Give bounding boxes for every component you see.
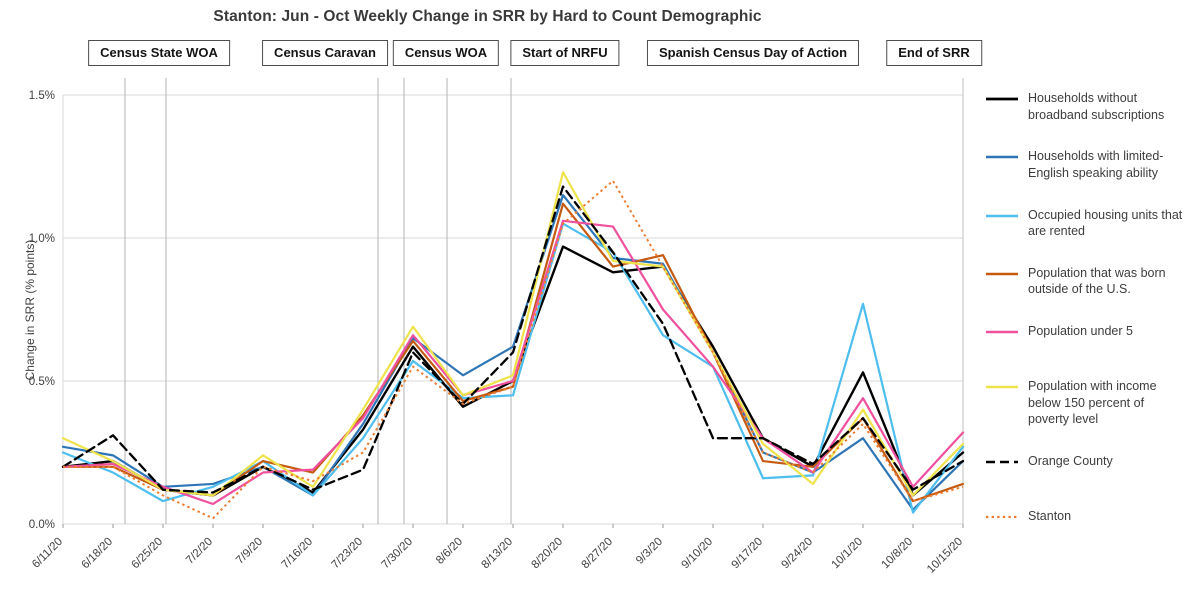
event-box: Census Caravan (262, 40, 388, 66)
x-tick-label: 9/24/20 (780, 536, 816, 572)
series-line (63, 179, 964, 520)
x-tick-label: 8/6/20 (434, 536, 465, 567)
x-tick-label: 7/30/20 (380, 536, 416, 572)
x-tick-label: 10/15/20 (925, 536, 965, 576)
legend-label: Households with limited-English speaking… (1028, 149, 1164, 180)
legend-item: Households without broadband subscriptio… (985, 90, 1193, 123)
legend-line-sample (986, 460, 1018, 464)
legend-line-sample (986, 97, 1018, 101)
legend-line-sample (986, 385, 1018, 389)
legend-line-sample (986, 156, 1018, 159)
series-line (61, 222, 965, 514)
legend-label: Stanton (1028, 508, 1072, 523)
chart-title: Stanton: Jun - Oct Weekly Change in SRR … (213, 8, 762, 25)
x-tick-label: 9/3/20 (634, 536, 665, 567)
x-tick-label: 8/27/20 (580, 536, 616, 572)
legend-label: Population under 5 (1028, 324, 1133, 338)
x-tick-label: 6/18/20 (80, 536, 116, 572)
legend-line-sample (986, 515, 1018, 519)
x-tick-label: 7/9/20 (234, 536, 265, 567)
legend-label: Population that was born outside of the … (1028, 265, 1166, 297)
legend-line-sample (986, 272, 1018, 275)
legend-item: Occupied housing units that are rented (985, 207, 1193, 240)
legend-line-sample (986, 214, 1018, 217)
y-tick-label: 0.0% (29, 519, 55, 531)
x-tick-label: 7/23/20 (330, 536, 366, 572)
legend-item: Population under 5 (985, 323, 1193, 353)
x-tick-label: 10/1/20 (830, 536, 866, 572)
legend-label: Occupied housing units that are rented (1028, 207, 1183, 239)
x-tick-label: 6/25/20 (130, 536, 166, 572)
x-tick-label: 7/16/20 (280, 536, 316, 572)
legend-label: Households without broadband subscriptio… (1028, 91, 1165, 122)
legend: Households without broadband subscriptio… (985, 90, 1193, 563)
x-tick-label: 9/10/20 (680, 536, 716, 572)
x-tick-label: 6/11/20 (30, 536, 65, 571)
x-tick-label: 7/2/20 (184, 536, 215, 567)
event-box: Census WOA (392, 40, 500, 66)
x-tick-label: 8/20/20 (530, 536, 566, 572)
legend-item: Stanton (985, 508, 1193, 538)
legend-item: Population with income below 150 percent… (985, 378, 1193, 428)
series-line (61, 185, 965, 494)
event-box: End of SRR (886, 40, 982, 66)
legend-line-sample (986, 330, 1018, 334)
x-tick-label: 10/8/20 (880, 536, 916, 572)
series-line (61, 171, 965, 497)
event-box: Spanish Census Day of Action (646, 40, 860, 66)
x-tick-label: 9/17/20 (730, 536, 766, 572)
legend-item: Orange County (985, 453, 1193, 483)
legend-label: Population with income below 150 percent… (1028, 379, 1157, 427)
y-tick-label: 0.5% (29, 376, 55, 388)
event-box: Census State WOA (88, 40, 230, 66)
legend-label: Orange County (1028, 453, 1113, 468)
series-line (61, 219, 965, 506)
legend-item: Households with limited-English speaking… (985, 148, 1193, 181)
y-tick-label: 1.5% (29, 90, 55, 102)
legend-item: Population that was born outside of the … (985, 265, 1193, 298)
event-box: Start of NRFU (510, 40, 620, 66)
y-tick-label: 1.0% (29, 233, 55, 245)
x-tick-label: 8/13/20 (480, 536, 516, 572)
